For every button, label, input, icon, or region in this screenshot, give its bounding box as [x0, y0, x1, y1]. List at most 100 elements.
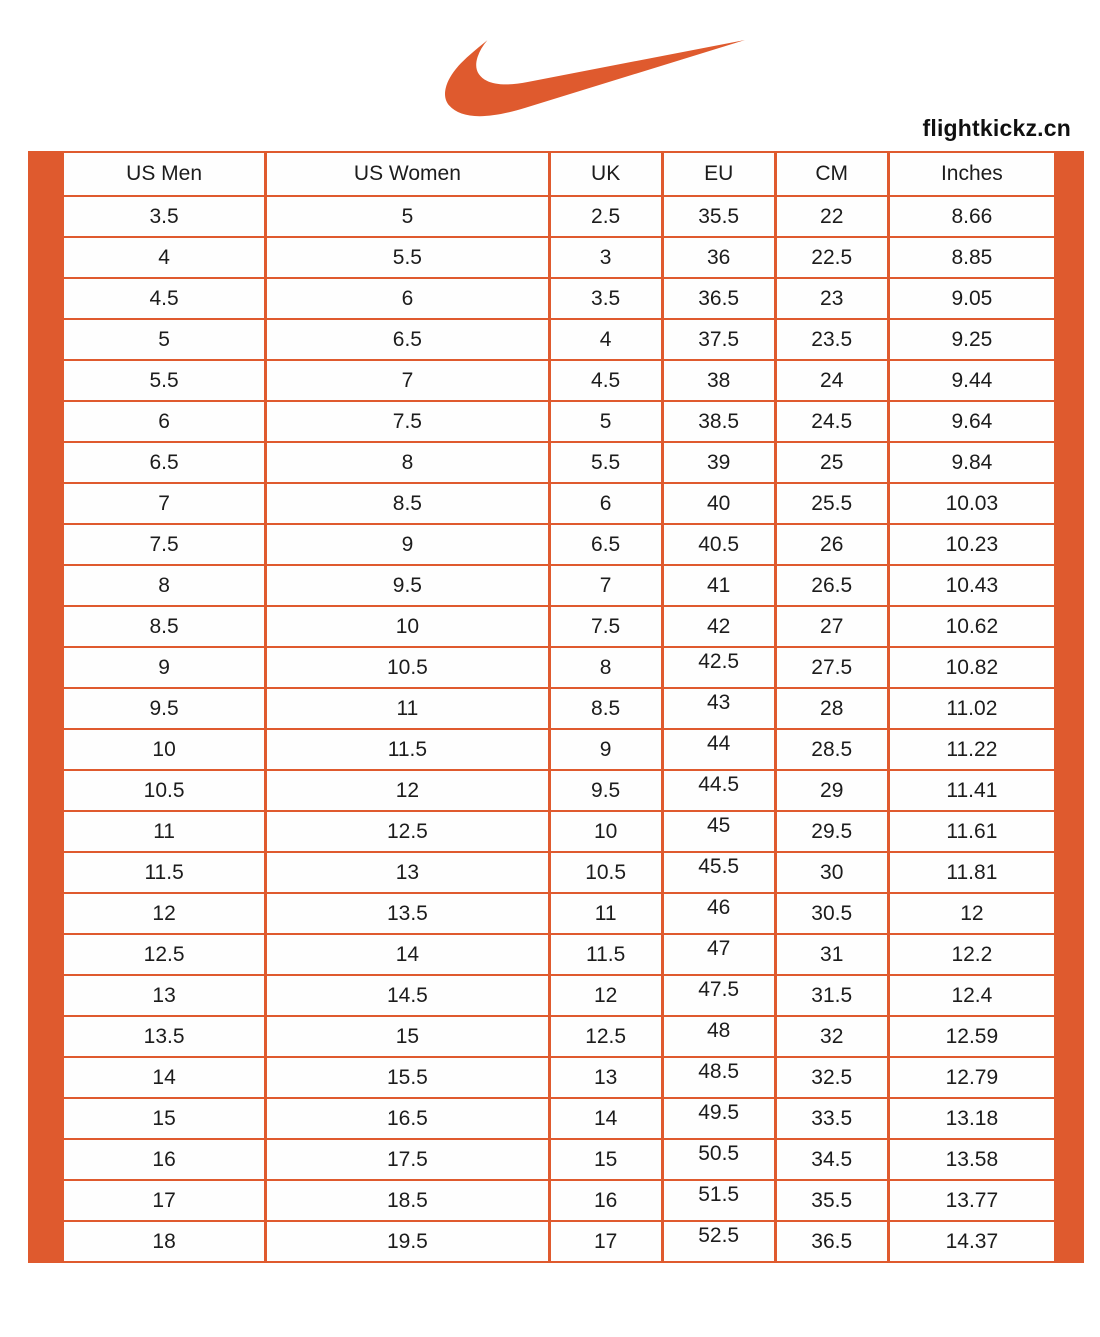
table-cell: 4 [547, 318, 664, 361]
table-cell: 8.66 [886, 195, 1058, 238]
table-cell: 43 [660, 687, 777, 730]
table-cell: 15.5 [264, 1056, 551, 1099]
table-cell: 12 [886, 892, 1058, 935]
table-cell: 18.5 [264, 1179, 551, 1222]
table-cell: 9.5 [547, 769, 664, 812]
table-row: 4 5.5 3 36 22.5 8.85 [60, 236, 1058, 279]
table-cell: 4.5 [60, 277, 268, 320]
table-cell: 13 [264, 851, 551, 894]
table-cell: 36.5 [660, 277, 777, 320]
table-cell: 8 [547, 646, 664, 689]
table-cell: 29 [773, 769, 890, 812]
table-cell: 26 [773, 523, 890, 566]
table-row: 15 16.5 14 49.5 33.5 13.18 [60, 1097, 1058, 1140]
table-row: 14 15.5 13 48.5 32.5 12.79 [60, 1056, 1058, 1099]
table-cell: 9 [60, 646, 268, 689]
table-cell: 45.5 [660, 851, 777, 894]
table-cell: 6.5 [60, 441, 268, 484]
table-cell: 31 [773, 933, 890, 976]
table-row: 9.5 11 8.5 43 28 11.02 [60, 687, 1058, 730]
table-row: 8 9.5 7 41 26.5 10.43 [60, 564, 1058, 607]
table-cell: 6 [264, 277, 551, 320]
table-cell: 9.5 [264, 564, 551, 607]
table-cell: 11.5 [264, 728, 551, 771]
table-cell: 12.5 [60, 933, 268, 976]
table-cell: 7 [60, 482, 268, 525]
table-row: 5 6.5 4 37.5 23.5 9.25 [60, 318, 1058, 361]
table-cell: 5.5 [547, 441, 664, 484]
table-cell: 28 [773, 687, 890, 730]
table-cell: 38.5 [660, 400, 777, 443]
table-cell: 24 [773, 359, 890, 402]
table-cell: 24.5 [773, 400, 890, 443]
column-header-cm: CM [773, 151, 890, 197]
table-cell: 47.5 [660, 974, 777, 1017]
table-cell: 9.84 [886, 441, 1058, 484]
table-cell: 10 [547, 810, 664, 853]
table-cell: 3.5 [60, 195, 268, 238]
table-cell: 22.5 [773, 236, 890, 279]
table-cell: 5 [264, 195, 551, 238]
table-cell: 11 [547, 892, 664, 935]
table-cell: 8.85 [886, 236, 1058, 279]
table-cell: 13.18 [886, 1097, 1058, 1140]
table-row: 17 18.5 16 51.5 35.5 13.77 [60, 1179, 1058, 1222]
table-row: 16 17.5 15 50.5 34.5 13.58 [60, 1138, 1058, 1181]
table-cell: 10.5 [547, 851, 664, 894]
table-cell: 50.5 [660, 1138, 777, 1181]
table-cell: 52.5 [660, 1220, 777, 1263]
table-cell: 42 [660, 605, 777, 648]
table-cell: 40.5 [660, 523, 777, 566]
column-header-us-women: US Women [264, 151, 551, 197]
table-row: 6 7.5 5 38.5 24.5 9.64 [60, 400, 1058, 443]
table-cell: 32 [773, 1015, 890, 1058]
table-cell: 12.5 [264, 810, 551, 853]
table-cell: 11.41 [886, 769, 1058, 812]
table-cell: 12 [547, 974, 664, 1017]
table-cell: 15 [60, 1097, 268, 1140]
table-cell: 45 [660, 810, 777, 853]
table-cell: 6 [547, 482, 664, 525]
table-cell: 22 [773, 195, 890, 238]
table-cell: 32.5 [773, 1056, 890, 1099]
table-cell: 14 [547, 1097, 664, 1140]
nike-logo [445, 20, 745, 118]
table-cell: 10.82 [886, 646, 1058, 689]
table-cell: 3.5 [547, 277, 664, 320]
table-header: US Men US Women UK EU CM Inches [60, 151, 1058, 197]
table-cell: 25 [773, 441, 890, 484]
size-chart-frame: US Men US Women UK EU CM Inches 3.5 5 2.5 35.5 22… [28, 151, 1084, 1263]
table-cell: 12.2 [886, 933, 1058, 976]
table-cell: 7.5 [547, 605, 664, 648]
table-cell: 27 [773, 605, 890, 648]
table-row: 11.5 13 10.5 45.5 30 11.81 [60, 851, 1058, 894]
size-conversion-table: US Men US Women UK EU CM Inches 3.5 5 2.5 35.5 22… [60, 151, 1058, 1263]
table-cell: 8.5 [60, 605, 268, 648]
table-cell: 38 [660, 359, 777, 402]
table-cell: 11.61 [886, 810, 1058, 853]
table-cell: 7.5 [264, 400, 551, 443]
table-row: 12.5 14 11.5 47 31 12.2 [60, 933, 1058, 976]
table-cell: 36 [660, 236, 777, 279]
table-cell: 26.5 [773, 564, 890, 607]
table-cell: 11.22 [886, 728, 1058, 771]
table-cell: 17 [547, 1220, 664, 1263]
table-cell: 14.5 [264, 974, 551, 1017]
table-cell: 11.02 [886, 687, 1058, 730]
left-accent-bar [28, 151, 61, 1263]
table-body: 3.5 5 2.5 35.5 22 8.66 4 5.5 3 36 22.5 8.85 4.5 6 3.5 3… [60, 195, 1058, 1263]
table-cell: 13.5 [264, 892, 551, 935]
table-cell: 42.5 [660, 646, 777, 689]
table-cell: 48 [660, 1015, 777, 1058]
table-cell: 49.5 [660, 1097, 777, 1140]
table-cell: 16 [60, 1138, 268, 1181]
column-header-inches: Inches [886, 151, 1058, 197]
table-cell: 7 [264, 359, 551, 402]
table-cell: 12 [264, 769, 551, 812]
table-cell: 9.5 [60, 687, 268, 730]
table-cell: 14 [264, 933, 551, 976]
table-cell: 10 [60, 728, 268, 771]
nike-swoosh-icon [445, 39, 745, 117]
table-cell: 11.5 [60, 851, 268, 894]
table-cell: 10.62 [886, 605, 1058, 648]
